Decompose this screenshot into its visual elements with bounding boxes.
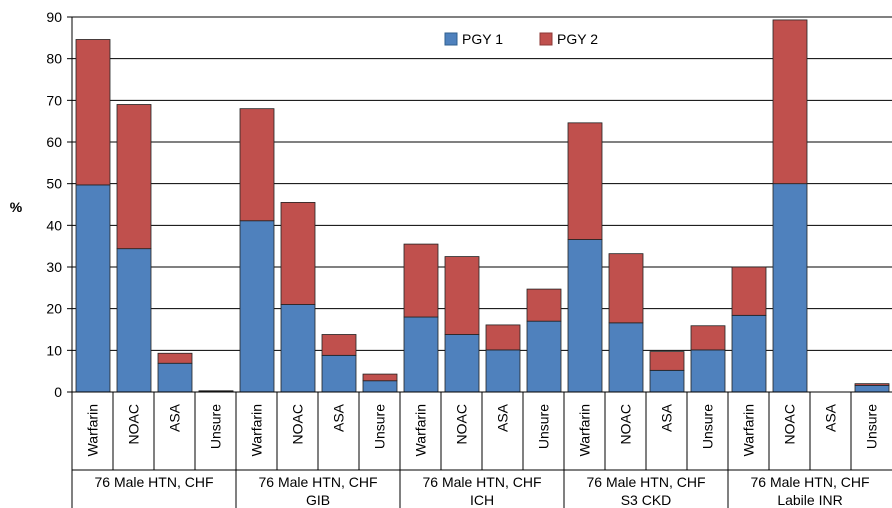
- x-category-label: NOAC: [454, 404, 470, 444]
- legend-label-pgy2: PGY 2: [557, 31, 598, 47]
- bar-segment: [362, 380, 398, 393]
- x-category-label: Warfarin: [413, 404, 429, 456]
- x-category-label: Warfarin: [741, 404, 757, 456]
- bar-segment: [772, 183, 808, 393]
- x-category-label: Warfarin: [249, 404, 265, 456]
- x-group-label: 76 Male HTN, CHF: [94, 474, 213, 490]
- legend: PGY 1 PGY 2: [444, 31, 598, 47]
- bar-segment: [280, 202, 316, 305]
- x-category-label: ASA: [495, 403, 511, 432]
- x-group-label: 76 Male HTN, CHF: [586, 474, 705, 490]
- y-tick-label: 10: [46, 342, 62, 358]
- bars: [75, 19, 890, 393]
- bar-segment: [526, 288, 562, 322]
- legend-swatch-pgy1: [444, 32, 458, 46]
- bar-segment: [444, 334, 480, 393]
- legend-label-pgy1: PGY 1: [462, 31, 503, 47]
- bar-segment: [854, 383, 890, 386]
- bar-segment: [567, 122, 603, 240]
- x-category-label: NOAC: [782, 404, 798, 444]
- bar-segment: [690, 325, 726, 351]
- x-category-label: Unsure: [700, 404, 716, 449]
- bar-segment: [157, 352, 193, 364]
- bar-segment: [239, 220, 275, 393]
- bar-segment: [75, 184, 111, 393]
- y-tick-label: 20: [46, 301, 62, 317]
- bar-segment: [321, 354, 357, 393]
- x-group-label: 76 Male HTN, CHF: [422, 474, 541, 490]
- bar-segment: [75, 39, 111, 186]
- bar-segment: [649, 351, 685, 371]
- x-category-label: Warfarin: [85, 404, 101, 456]
- bar-segment: [362, 373, 398, 382]
- legend-swatch-pgy2: [539, 32, 553, 46]
- x-category-label: NOAC: [618, 404, 634, 444]
- bar-segment: [731, 314, 767, 393]
- tick-labels: 0 10 20 30 40 50 60 70 80 90 Warfarin NOAC ASA Unsure…: [46, 9, 879, 508]
- bar-segment: [198, 390, 234, 392]
- x-category-label: Unsure: [864, 404, 880, 449]
- bar-segment: [485, 349, 521, 393]
- bar-segment: [690, 349, 726, 393]
- gridlines: [72, 16, 892, 351]
- bar-segment: [403, 243, 439, 318]
- x-category-label: Unsure: [372, 404, 388, 449]
- x-category-label: Warfarin: [577, 404, 593, 456]
- x-category-label: ASA: [331, 403, 347, 432]
- x-category-label: ASA: [823, 403, 839, 432]
- y-tick-label: 40: [46, 217, 62, 233]
- bar-segment: [608, 253, 644, 324]
- bar-segment: [444, 256, 480, 335]
- bar-segment: [485, 324, 521, 351]
- x-group-label: ICH: [470, 492, 494, 508]
- bar-segment: [854, 384, 890, 393]
- y-tick-label: 30: [46, 259, 62, 275]
- x-group-label: Labile INR: [777, 492, 842, 508]
- y-tick-label: 0: [54, 384, 62, 400]
- bar-segment: [526, 320, 562, 393]
- bar-segment: [116, 104, 152, 250]
- bar-segment: [567, 239, 603, 393]
- y-tick-label: 90: [46, 9, 62, 25]
- bar-segment: [608, 322, 644, 393]
- axes: [67, 16, 892, 508]
- bar-segment: [772, 19, 808, 185]
- bar-segment: [403, 316, 439, 393]
- bar-segment: [649, 369, 685, 393]
- y-tick-label: 70: [46, 92, 62, 108]
- x-group-label: GIB: [306, 492, 330, 508]
- bar-segment: [321, 334, 357, 356]
- x-category-label: ASA: [659, 403, 675, 432]
- bar-segment: [280, 304, 316, 393]
- x-category-label: ASA: [167, 403, 183, 432]
- y-axis-label: %: [10, 199, 23, 215]
- bar-segment: [157, 362, 193, 393]
- x-category-label: Unsure: [208, 404, 224, 449]
- x-category-label: NOAC: [290, 404, 306, 444]
- x-group-label: 76 Male HTN, CHF: [750, 474, 869, 490]
- bar-segment: [239, 108, 275, 222]
- x-category-label: NOAC: [126, 404, 142, 444]
- x-category-label: Unsure: [536, 404, 552, 449]
- y-tick-label: 80: [46, 51, 62, 67]
- y-tick-label: 60: [46, 134, 62, 150]
- bar-segment: [116, 248, 152, 393]
- x-group-label: S3 CKD: [621, 492, 672, 508]
- bar-segment: [731, 266, 767, 316]
- x-group-label: 76 Male HTN, CHF: [258, 474, 377, 490]
- y-tick-label: 50: [46, 176, 62, 192]
